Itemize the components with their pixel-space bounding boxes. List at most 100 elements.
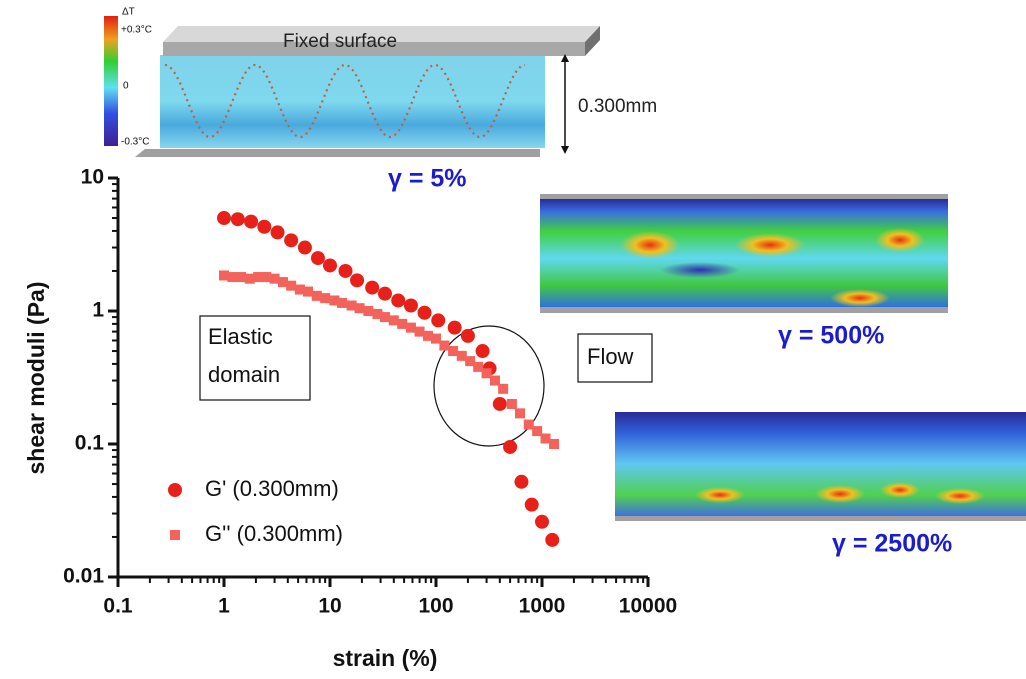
temperature-map [160, 55, 545, 148]
y-tick-label: 0.01 [63, 565, 104, 588]
y-tick-label: 0.1 [75, 432, 105, 455]
annotation-box [199, 315, 311, 401]
data-point [261, 272, 272, 283]
data-point [456, 350, 467, 361]
data-point [514, 474, 529, 489]
data-point [338, 263, 353, 278]
data-point [506, 398, 517, 409]
data-point [244, 214, 259, 229]
data-point [363, 306, 374, 316]
x-axis-title: strain (%) [333, 645, 438, 671]
data-point [514, 408, 525, 419]
hot-spot [695, 487, 745, 503]
colorbar-label: +0.3°C [121, 25, 152, 36]
annotation: Flow [587, 344, 634, 369]
data-point [481, 368, 492, 379]
strain-label: γ = 5% [388, 165, 467, 193]
data-point [297, 240, 312, 255]
y-tick-label: 10 [81, 166, 104, 189]
data-point [310, 251, 325, 266]
data-point [397, 318, 408, 329]
data-point [323, 258, 337, 273]
y-tick-label: 1 [92, 299, 104, 322]
hot-spot [875, 228, 925, 252]
data-point [388, 315, 399, 326]
x-tick-label: 1 [218, 595, 230, 618]
data-point [545, 532, 560, 547]
data-point [294, 284, 305, 295]
colorbar-label: 0 [123, 81, 129, 92]
data-point [253, 272, 264, 283]
plot-area: 0.1 1 10 100 1000 10000 0.01 0.1 1 10 G' (0.300mm)… [63, 166, 677, 618]
data-point [431, 333, 441, 344]
cold-spot [660, 262, 740, 278]
surface-label: Fixed surface [283, 31, 397, 52]
x-tick-label: 1000 [519, 595, 566, 618]
x-tick-label: 10000 [619, 595, 677, 618]
hot-spot [735, 233, 805, 257]
data-point [372, 308, 383, 319]
data-point [535, 514, 549, 529]
data-point [270, 225, 285, 240]
data-point [219, 270, 229, 281]
data-point [422, 330, 433, 341]
plate-front [163, 42, 585, 56]
legend-marker [170, 530, 180, 540]
data-point [439, 340, 450, 351]
data-point [489, 375, 500, 386]
data-point [417, 305, 432, 320]
arrow-head [561, 146, 569, 154]
data-point [475, 344, 490, 359]
data-point [473, 361, 484, 372]
data-point [540, 433, 551, 444]
data-point [391, 293, 406, 308]
data-point [377, 286, 392, 301]
data-point [405, 322, 416, 333]
annotation-box [577, 333, 653, 383]
x-tick-label: 10 [318, 595, 341, 618]
x-tick-label: 0.1 [103, 595, 133, 618]
annotation: domain [208, 362, 280, 387]
data-point [277, 277, 288, 288]
data-point [448, 346, 459, 357]
data-point [465, 356, 476, 367]
data-point [286, 280, 297, 291]
x-tick-label: 100 [418, 595, 453, 618]
data-point [532, 426, 543, 437]
strain-label: γ = 500% [778, 322, 884, 350]
hot-spot [935, 488, 985, 504]
strain-label: γ = 2500% [832, 530, 952, 558]
hot-spot [880, 482, 920, 498]
hot-spot [830, 289, 890, 307]
colorbar-label: -0.3°C [121, 137, 149, 148]
gap-label: 0.300mm [578, 96, 657, 117]
data-point [284, 233, 299, 248]
data-point [350, 273, 365, 288]
plate-top [163, 26, 600, 42]
colorbar-title: ΔT [122, 7, 135, 18]
data-point [257, 219, 272, 234]
data-point [337, 297, 348, 308]
annotation: Elastic [208, 324, 273, 349]
plate [540, 307, 948, 313]
colorbar [104, 16, 118, 146]
data-point [492, 396, 507, 411]
data-point [447, 320, 462, 335]
data-point [365, 280, 380, 295]
data-point [498, 383, 509, 394]
arrow-head [561, 54, 569, 62]
data-point [414, 326, 425, 337]
hot-spot [815, 485, 865, 503]
data-point [503, 439, 518, 454]
plate [615, 516, 1026, 521]
legend-marker [168, 483, 182, 497]
data-point [227, 272, 238, 283]
data-point [244, 273, 255, 284]
data-point [460, 328, 475, 343]
data-point [217, 211, 231, 226]
plate [540, 194, 948, 199]
data-point [320, 293, 331, 304]
plate-side [585, 26, 600, 56]
plate-bottom [135, 149, 540, 157]
